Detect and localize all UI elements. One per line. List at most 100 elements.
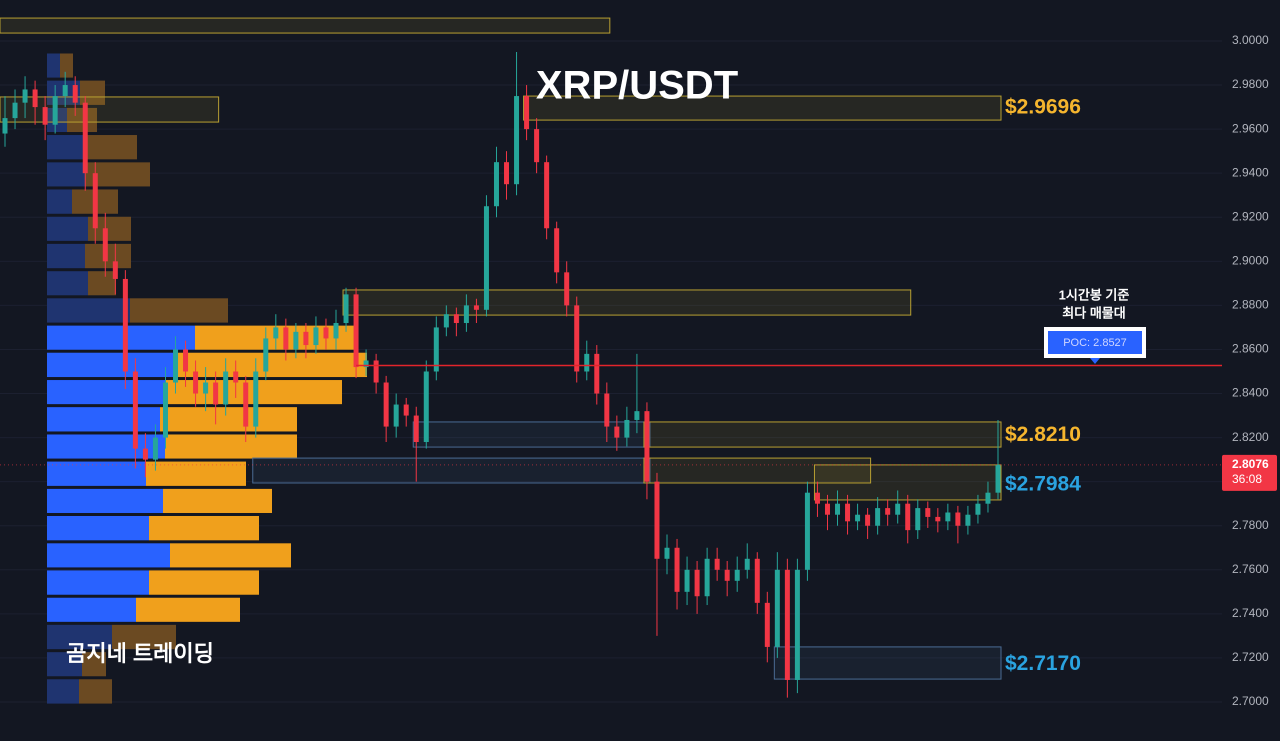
candle-body [32, 89, 38, 108]
candle-body [473, 305, 479, 310]
candle-body [72, 85, 78, 103]
candle-body [293, 331, 299, 350]
candle-body [995, 464, 1001, 493]
candle-body [965, 514, 971, 526]
candle-body [82, 102, 88, 174]
candle-body [504, 162, 510, 185]
profile-sell-bar [85, 243, 131, 269]
candle-body [714, 558, 720, 570]
candle-body [393, 404, 399, 427]
candle-body [363, 360, 369, 368]
zones: $2.9696 $2.8210 $2.7984 $2.7170 [0, 17, 1081, 680]
candle-body [744, 558, 750, 570]
overlay: POC: 2.8527 [0, 327, 1222, 466]
candle-body [193, 371, 199, 394]
candle-body [112, 261, 118, 279]
candle-body [233, 371, 239, 383]
last-price-label: 2.8076 [1232, 457, 1269, 471]
candle-body [22, 89, 28, 103]
candle-body [684, 569, 690, 592]
candle-body [574, 305, 580, 372]
candle-body [534, 129, 540, 163]
profile-buy-bar [47, 243, 85, 269]
zone [0, 17, 611, 34]
candle-body [724, 569, 730, 581]
candle-body [243, 382, 249, 427]
candle-body [554, 228, 560, 273]
profile-sell-bar [136, 597, 240, 622]
y-tick-label: 2.7800 [1232, 518, 1269, 532]
candle-body [183, 349, 189, 372]
candle-body [794, 569, 800, 680]
candle-body [453, 314, 459, 324]
candle-body [433, 327, 439, 372]
candle-body [654, 481, 660, 559]
candle-body [2, 118, 8, 134]
profile-buy-bar [47, 652, 82, 677]
poc-label-box [1048, 331, 1142, 354]
candle-body [413, 415, 419, 442]
profile-sell-bar [163, 488, 272, 513]
candle-body [343, 294, 349, 324]
last-price-box [1222, 454, 1277, 491]
profile-sell-bar [149, 515, 259, 541]
candle-body [102, 228, 108, 262]
candle-body [594, 353, 600, 394]
y-tick-label: 2.8800 [1232, 298, 1269, 312]
poc-label: POC: 2.8527 [1063, 337, 1127, 349]
candle-body [203, 382, 209, 394]
profile-buy-bar [47, 570, 149, 595]
candle-body [263, 338, 269, 372]
zone-price-label: $2.7170 [1005, 652, 1081, 675]
profile-sell-bar [67, 107, 97, 133]
y-tick-label: 3.0200 [1232, 0, 1269, 3]
profile-sell-bar [88, 271, 116, 296]
volume-profile [47, 53, 367, 704]
profile-buy-bar [47, 461, 146, 486]
candle-body [62, 85, 68, 97]
candle-body [273, 327, 279, 339]
profile-buy-bar [47, 407, 160, 432]
candle-body [804, 492, 810, 570]
y-tick-label: 2.8200 [1232, 430, 1269, 444]
y-tick-label: 2.7600 [1232, 562, 1269, 576]
candle-body [855, 514, 861, 522]
candle-body [383, 382, 389, 427]
candle-body [283, 327, 289, 350]
candle-body [52, 96, 58, 125]
zone [643, 421, 1002, 448]
y-tick-label: 2.9200 [1232, 209, 1269, 223]
profile-sell-bar [60, 53, 73, 78]
profile-sell-bar [149, 570, 259, 595]
profile-buy-bar [47, 298, 130, 323]
zone [813, 464, 1002, 501]
poc-pointer [1090, 358, 1100, 364]
candle-body [935, 516, 941, 522]
zone-price-label: $2.9696 [1005, 96, 1081, 119]
candle-body [694, 569, 700, 597]
zone [342, 289, 912, 316]
candle-body [985, 492, 991, 504]
y-tick-label: 2.9800 [1232, 77, 1269, 91]
candle-body [895, 503, 901, 515]
zone-price-label: $2.7984 [1005, 473, 1081, 496]
price-axis: 2.70002.72002.74002.76002.78002.80002.82… [1222, 0, 1280, 741]
candle-body [162, 382, 168, 438]
candle-body [223, 371, 229, 405]
profile-sell-bar [79, 679, 112, 704]
profile-sell-bar [146, 461, 246, 486]
candle-body [604, 393, 610, 427]
profile-sell-bar [112, 624, 176, 650]
candle-body [975, 503, 981, 515]
candle-body [514, 96, 520, 185]
candle-body [704, 558, 710, 597]
profile-sell-bar [178, 352, 367, 378]
profile-buy-bar [47, 488, 163, 513]
candle-body [634, 411, 640, 420]
zone [412, 421, 651, 448]
profile-sell-bar [80, 80, 105, 105]
profile-buy-bar [47, 543, 170, 568]
chart-title: XRP/USDT [536, 64, 738, 108]
y-tick-label: 2.8600 [1232, 342, 1269, 356]
